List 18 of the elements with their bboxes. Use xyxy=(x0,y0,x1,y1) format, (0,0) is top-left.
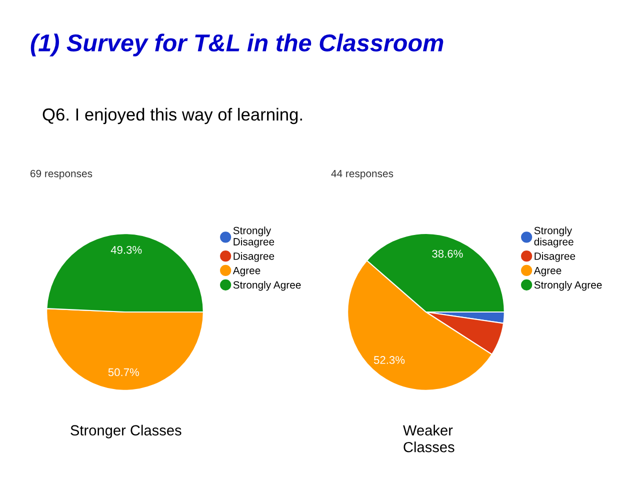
legend-label: Strongly disagree xyxy=(534,226,574,248)
text: 44 responses xyxy=(331,170,394,180)
legend-label: Disagree xyxy=(234,252,274,262)
text: Weaker Classes xyxy=(403,424,454,452)
legend-label: Strongly Agree xyxy=(534,280,602,291)
legend-label: Strongly Agree xyxy=(233,280,301,291)
legend-label: Strongly Disagree xyxy=(233,226,274,248)
legend-label: Disagree xyxy=(534,252,576,262)
legend-label: Agree xyxy=(232,266,260,276)
chart-subtitle: Q6. I enjoyed this way of learning. xyxy=(42,108,302,124)
data-label: 52.3% xyxy=(374,356,405,364)
data-label: 50.7% xyxy=(108,368,140,376)
legend-label: Agree xyxy=(534,266,562,276)
data-label: 38.6% xyxy=(432,250,463,258)
chart-title: (1) Survey for T&L in the Classroom xyxy=(30,34,444,56)
text: Stronger Classes xyxy=(70,424,182,438)
text: 69 responses xyxy=(30,170,92,180)
data-label: 49.3% xyxy=(110,246,142,254)
